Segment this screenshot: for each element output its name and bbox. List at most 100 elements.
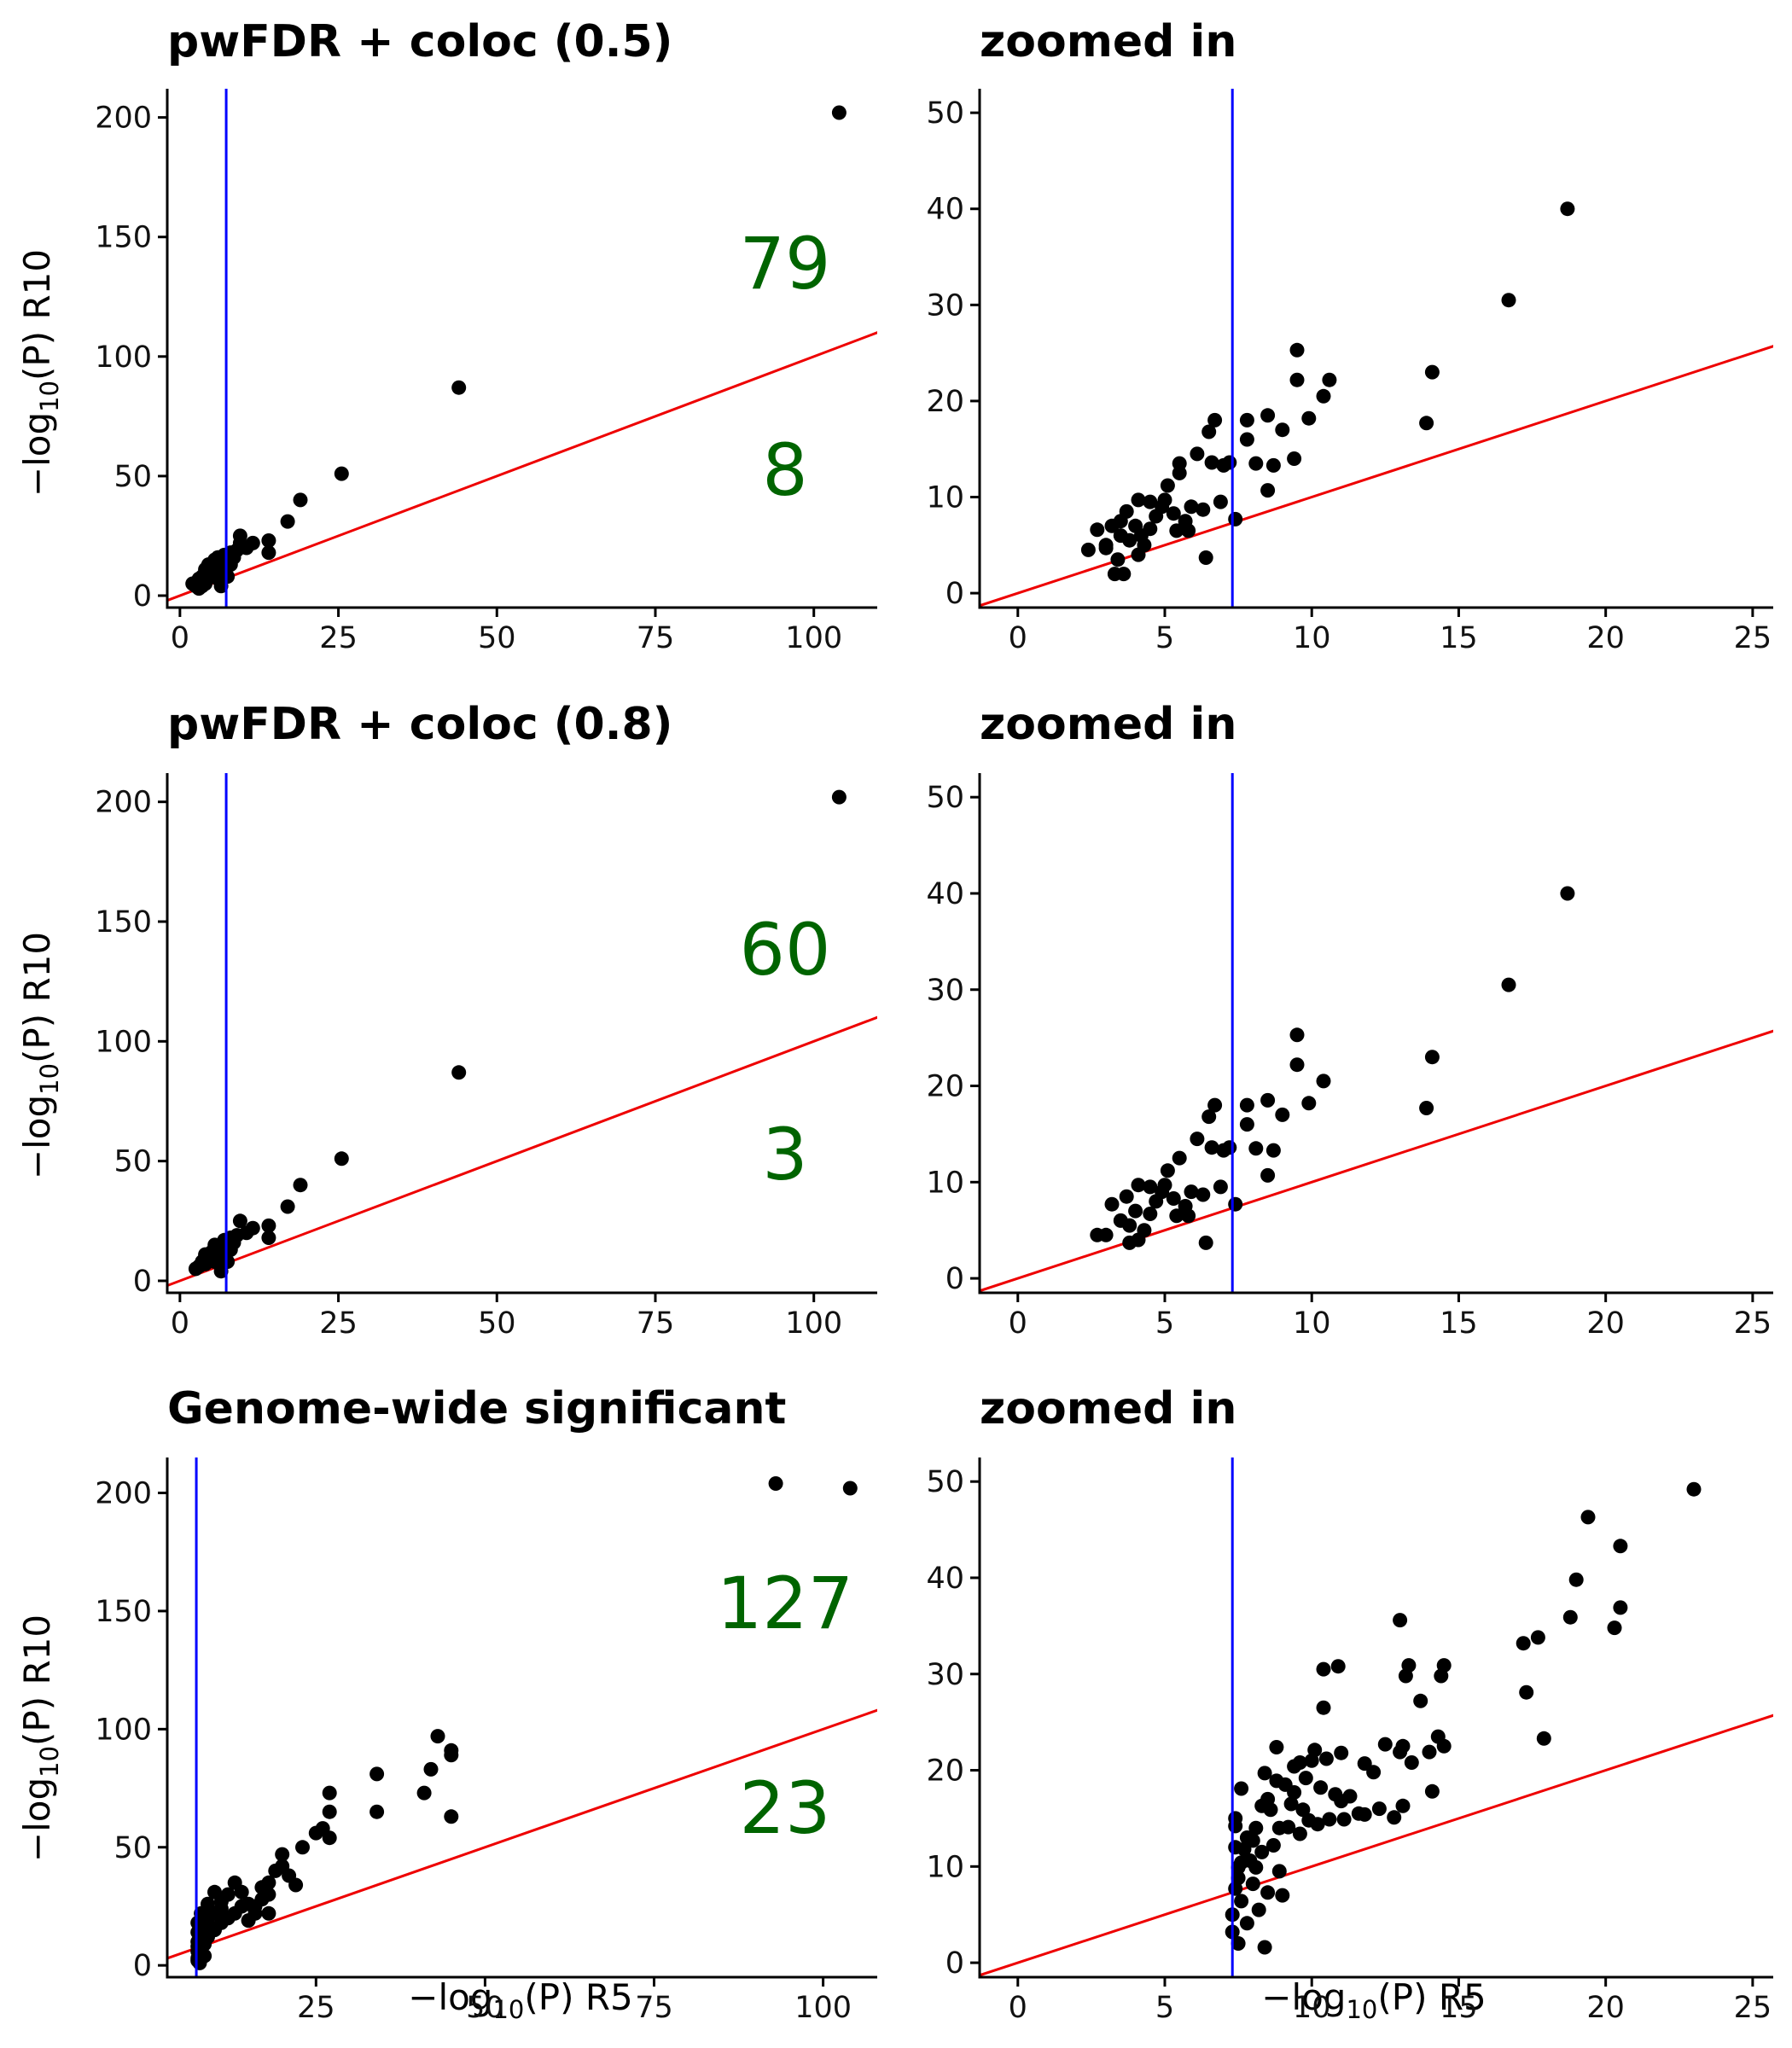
x-tick-label: 75 bbox=[637, 621, 675, 655]
data-point bbox=[322, 1830, 337, 1846]
data-point bbox=[1316, 1661, 1331, 1677]
y-axis-title: −log10(P) R10 bbox=[16, 249, 64, 497]
data-point bbox=[1131, 1178, 1146, 1193]
y-tick-label: 50 bbox=[113, 460, 152, 494]
data-point bbox=[1263, 1802, 1278, 1818]
y-tick-label: 10 bbox=[926, 1850, 964, 1884]
data-point bbox=[295, 1840, 310, 1855]
panel-title: zoomed in bbox=[980, 16, 1236, 67]
data-point bbox=[1231, 1859, 1246, 1875]
y-tick-label: 10 bbox=[926, 481, 964, 515]
data-point bbox=[1160, 1163, 1175, 1178]
data-point bbox=[261, 1218, 276, 1233]
x-tick-label: 25 bbox=[1734, 1991, 1772, 2025]
data-point bbox=[1260, 1092, 1276, 1108]
panel-title: pwFDR + coloc (0.5) bbox=[167, 16, 672, 67]
data-point bbox=[322, 1804, 337, 1819]
data-point bbox=[1265, 457, 1281, 473]
data-point bbox=[1318, 1751, 1334, 1766]
data-point bbox=[1196, 502, 1211, 517]
plot-area: 0 5 10 15 20 25 0 10 20 30 40 50 bbox=[926, 89, 1773, 655]
y-tick-label: 0 bbox=[133, 579, 152, 614]
data-point bbox=[1313, 1780, 1329, 1795]
x-tick-label: 15 bbox=[1440, 621, 1478, 655]
data-point bbox=[204, 1920, 218, 1935]
data-point bbox=[1248, 456, 1264, 471]
data-point bbox=[1301, 1812, 1317, 1828]
data-point bbox=[190, 1953, 206, 1969]
x-tick-label: 50 bbox=[478, 621, 516, 655]
reference-line bbox=[980, 345, 1773, 608]
data-point bbox=[416, 1785, 432, 1801]
data-point bbox=[1149, 509, 1164, 524]
data-point bbox=[1536, 1731, 1551, 1746]
data-point bbox=[1216, 457, 1231, 473]
data-point bbox=[1275, 422, 1290, 438]
data-point bbox=[1436, 1738, 1452, 1754]
reference-line bbox=[167, 1015, 877, 1288]
data-point bbox=[1336, 1812, 1352, 1827]
data-point bbox=[842, 1481, 858, 1496]
data-point bbox=[1257, 1940, 1272, 1955]
x-tick-label: 20 bbox=[1586, 621, 1625, 655]
data-point bbox=[369, 1804, 385, 1819]
y-axis-title: −log10(P) R10 bbox=[16, 1615, 64, 1862]
data-point bbox=[268, 1863, 283, 1878]
data-point bbox=[293, 492, 308, 508]
data-point bbox=[1160, 478, 1175, 493]
data-point bbox=[831, 789, 847, 805]
y-tick-label: 0 bbox=[133, 1949, 152, 1983]
count-below: 8 bbox=[762, 428, 807, 512]
y-tick-label: 40 bbox=[926, 193, 964, 227]
data-point bbox=[423, 1761, 439, 1777]
data-point bbox=[1283, 1796, 1299, 1812]
y-tick-label: 200 bbox=[95, 786, 152, 820]
data-point bbox=[1184, 499, 1199, 515]
x-tick-label: 0 bbox=[1009, 621, 1027, 655]
y-tick-label: 150 bbox=[95, 1595, 152, 1629]
data-point bbox=[451, 380, 467, 395]
data-point bbox=[1239, 1916, 1254, 1931]
x-tick-label: 15 bbox=[1440, 1306, 1478, 1341]
y-tick-label: 50 bbox=[926, 96, 964, 131]
x-tick-label: 100 bbox=[785, 621, 842, 655]
data-point bbox=[1201, 424, 1217, 439]
data-point bbox=[261, 545, 276, 561]
data-point bbox=[1257, 1766, 1272, 1781]
data-point bbox=[234, 1899, 249, 1914]
data-point bbox=[1110, 552, 1126, 567]
data-point bbox=[190, 1924, 206, 1940]
panel-title: zoomed in bbox=[980, 1383, 1236, 1434]
x-tick-label: 5 bbox=[1155, 1306, 1174, 1341]
data-point bbox=[1239, 1097, 1254, 1113]
data-point bbox=[1090, 1227, 1105, 1242]
panel-zoomed-in-3: zoomed in −log10(P) R5 0 5 10 15 20 250102030… bbox=[926, 1383, 1773, 2025]
data-point bbox=[1289, 1057, 1305, 1073]
data-point bbox=[1104, 1196, 1120, 1212]
data-point bbox=[451, 1065, 467, 1080]
y-tick-label: 30 bbox=[926, 288, 964, 323]
data-point bbox=[1398, 1668, 1413, 1684]
count-above: 127 bbox=[717, 1562, 853, 1645]
y-tick-label: 50 bbox=[926, 1465, 964, 1499]
data-point bbox=[1516, 1636, 1531, 1651]
data-point bbox=[1301, 1096, 1317, 1111]
data-point bbox=[220, 569, 236, 585]
data-point bbox=[261, 533, 276, 548]
data-point bbox=[1113, 1213, 1128, 1228]
data-point bbox=[322, 1785, 337, 1801]
panel-title: zoomed in bbox=[980, 699, 1236, 750]
data-point bbox=[1298, 1771, 1313, 1786]
x-tick-label: 0 bbox=[1009, 1306, 1027, 1341]
data-point bbox=[1166, 1191, 1181, 1206]
data-point bbox=[1228, 1881, 1243, 1896]
data-point bbox=[220, 1254, 236, 1269]
data-point bbox=[1269, 1773, 1284, 1789]
data-point bbox=[1213, 494, 1228, 509]
data-point bbox=[280, 1199, 295, 1214]
x-tick-label: 25 bbox=[297, 1991, 335, 2025]
plot-area: 0 5 10 15 20 25 0 10 20 30 40 50 bbox=[926, 1457, 1773, 2025]
panel-pwfdr-coloc-0-5: pwFDR + coloc (0.5) −log10(P) R10 0 25 50 7… bbox=[16, 16, 877, 655]
data-point bbox=[1104, 518, 1120, 533]
data-point bbox=[232, 1213, 247, 1229]
